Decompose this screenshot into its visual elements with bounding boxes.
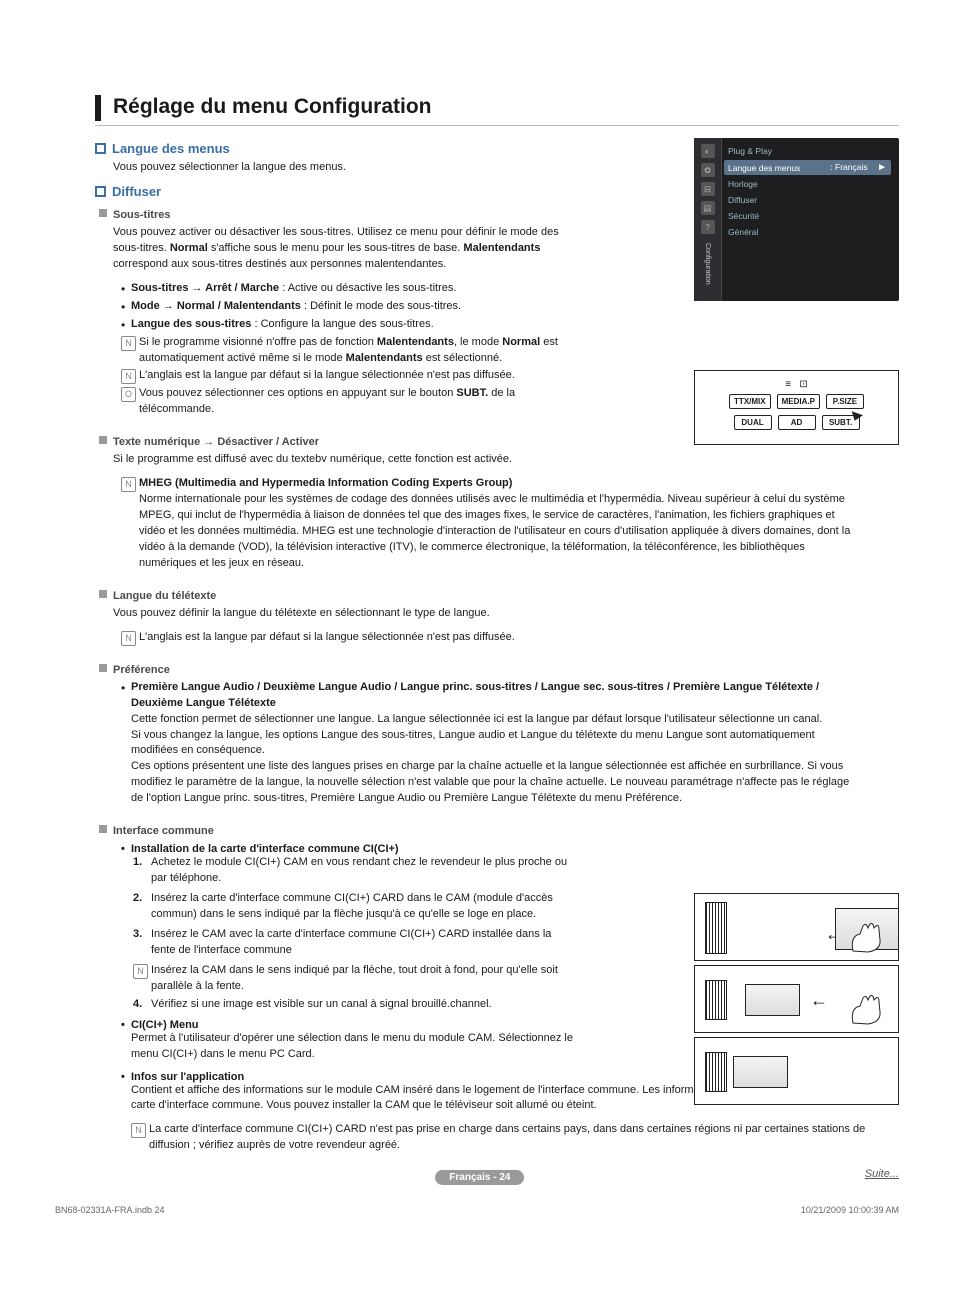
heading-langue-menus: Langue des menus (95, 141, 899, 156)
print-footer: BN68-02331A-FRA.indb 24 10/21/2009 10:00… (55, 1205, 899, 1215)
bullet-pref-langs: Première Langue Audio / Deuxième Langue … (121, 680, 861, 808)
note-teletexte: L'anglais est la langue par défaut si la… (121, 630, 861, 646)
heading-diffuser: Diffuser (95, 184, 899, 199)
note-mheg: MHEG (Multimedia and Hypermedia Informat… (121, 476, 861, 572)
small-square-icon (99, 209, 107, 217)
ci-diagram-2: ← (694, 965, 899, 1033)
ci-slot-icon (705, 980, 727, 1020)
text-teletexte: Vous pouvez définir la langue du télétex… (113, 606, 868, 622)
ci-slot-icon (705, 1052, 727, 1092)
heading-preference: Préférence (99, 664, 899, 676)
small-square-icon (99, 436, 107, 444)
step-3: 3.Insérez le CAM avec la carte d'interfa… (133, 927, 573, 959)
step-1: 1.Achetez le module CI(CI+) CAM en vous … (133, 855, 573, 887)
heading-interface: Interface commune (99, 825, 899, 837)
ci-diagrams: ← ← (694, 893, 899, 1105)
square-icon (95, 143, 106, 154)
small-square-icon (99, 825, 107, 833)
text-texte-num: Si le programme est diffusé avec du text… (113, 452, 868, 468)
step-4: 4.Vérifiez si une image est visible sur … (133, 997, 573, 1013)
text-sous-titres: Vous pouvez activer ou désactiver les so… (113, 225, 583, 273)
ci-diagram-1: ← (694, 893, 899, 961)
small-square-icon (99, 590, 107, 598)
text-langue-menus: Vous pouvez sélectionner la langue des m… (113, 160, 583, 176)
ci-card-icon (745, 984, 800, 1016)
h4-install: Installation de la carte d'interface com… (121, 843, 899, 855)
bullet-sous-titres-1: Sous-titres → Arrêt / Marche : Active ou… (121, 281, 591, 297)
bullet-sous-titres-2: Mode → Normal / Malentendants : Définit … (121, 299, 591, 315)
square-icon (95, 186, 106, 197)
arrow-left-icon: ← (810, 990, 828, 1011)
print-timestamp: 10/21/2009 10:00:39 AM (801, 1205, 899, 1215)
hand-icon (848, 916, 888, 956)
ci-slot-icon (705, 902, 727, 954)
heading-teletexte: Langue du télétexte (99, 590, 899, 602)
title-accent (95, 95, 101, 121)
heading-texte-num: Texte numérique → Désactiver / Activer (99, 436, 899, 448)
note-st-1: Si le programme visionné n'offre pas de … (121, 335, 591, 367)
hand-icon (848, 988, 888, 1028)
step-2: 2.Insérez la carte d'interface commune C… (133, 891, 573, 923)
page-number-badge: Français - 24 (435, 1170, 524, 1185)
note-ci-card: La carte d'interface commune CI(CI+) CAR… (131, 1122, 871, 1154)
ci-diagram-3 (694, 1037, 899, 1105)
note-insert-cam: Insérez la CAM dans le sens indiqué par … (133, 963, 578, 995)
ci-card-icon (733, 1056, 788, 1088)
continue-label: Suite... (865, 1168, 899, 1180)
bullet-sous-titres-3: Langue des sous-titres : Configure la la… (121, 317, 591, 333)
text-ci-menu: Permet à l'utilisateur d'opérer une séle… (131, 1031, 581, 1063)
small-square-icon (99, 664, 107, 672)
note-st-3: Vous pouvez sélectionner ces options en … (121, 386, 591, 418)
note-st-2: L'anglais est la langue par défaut si la… (121, 368, 591, 384)
heading-sous-titres: Sous-titres (99, 209, 899, 221)
print-filename: BN68-02331A-FRA.indb 24 (55, 1205, 165, 1215)
page-title: Réglage du menu Configuration (105, 95, 432, 121)
footer-row: Français - 24 Suite... (95, 1162, 899, 1185)
page-title-bar: Réglage du menu Configuration (95, 95, 899, 126)
